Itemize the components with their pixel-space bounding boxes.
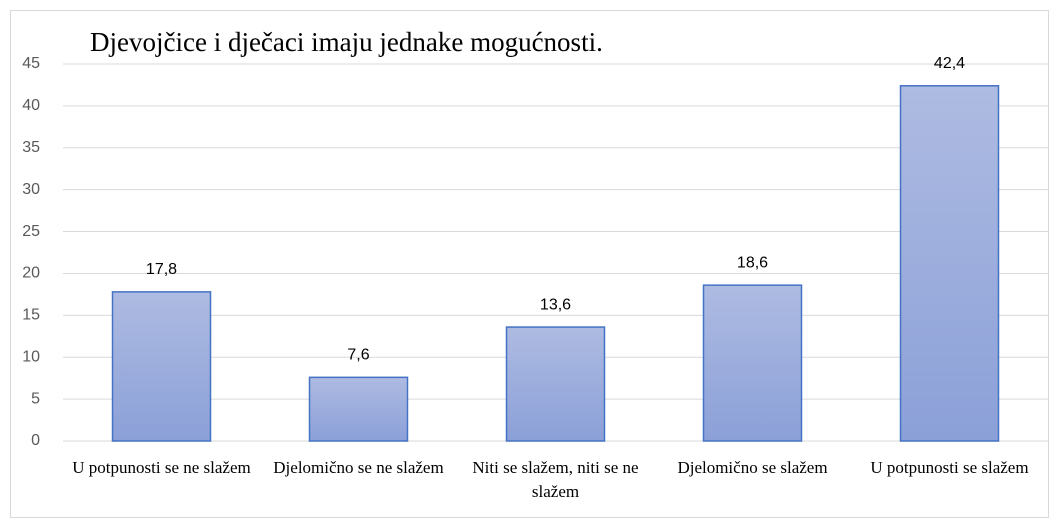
- y-tick-label: 10: [22, 348, 40, 365]
- value-label: 17,8: [146, 261, 177, 278]
- value-label: 42,4: [934, 55, 965, 72]
- x-tick-label: U potpunosti se ne slažem: [72, 458, 251, 477]
- chart-title: Djevojčice i dječaci imaju jednake moguć…: [90, 27, 603, 57]
- bar: [308, 376, 409, 442]
- value-label: 7,6: [347, 347, 369, 364]
- bar: [702, 284, 803, 442]
- y-tick-label: 15: [22, 307, 40, 324]
- y-tick-label: 5: [31, 390, 40, 407]
- y-tick-label: 35: [22, 139, 40, 156]
- y-tick-label: 30: [22, 181, 40, 198]
- bar: [111, 291, 212, 442]
- x-tick-label: U potpunosti se slažem: [870, 458, 1029, 477]
- y-tick-label: 20: [22, 265, 40, 282]
- y-tick-label: 25: [22, 223, 40, 240]
- chart-border: [10, 10, 1049, 518]
- bar: [899, 85, 1000, 442]
- y-tick-label: 45: [22, 55, 40, 72]
- x-tick-label: Niti se slažem, niti se ne slažem: [472, 458, 639, 501]
- y-tick-label: 40: [22, 97, 40, 114]
- y-tick-label: 0: [31, 432, 40, 449]
- bar: [505, 326, 606, 442]
- value-label: 13,6: [540, 296, 571, 313]
- x-tick-label: Djelomično se ne slažem: [273, 458, 444, 477]
- x-tick-label: Djelomično se slažem: [677, 458, 828, 477]
- value-label: 18,6: [737, 254, 768, 271]
